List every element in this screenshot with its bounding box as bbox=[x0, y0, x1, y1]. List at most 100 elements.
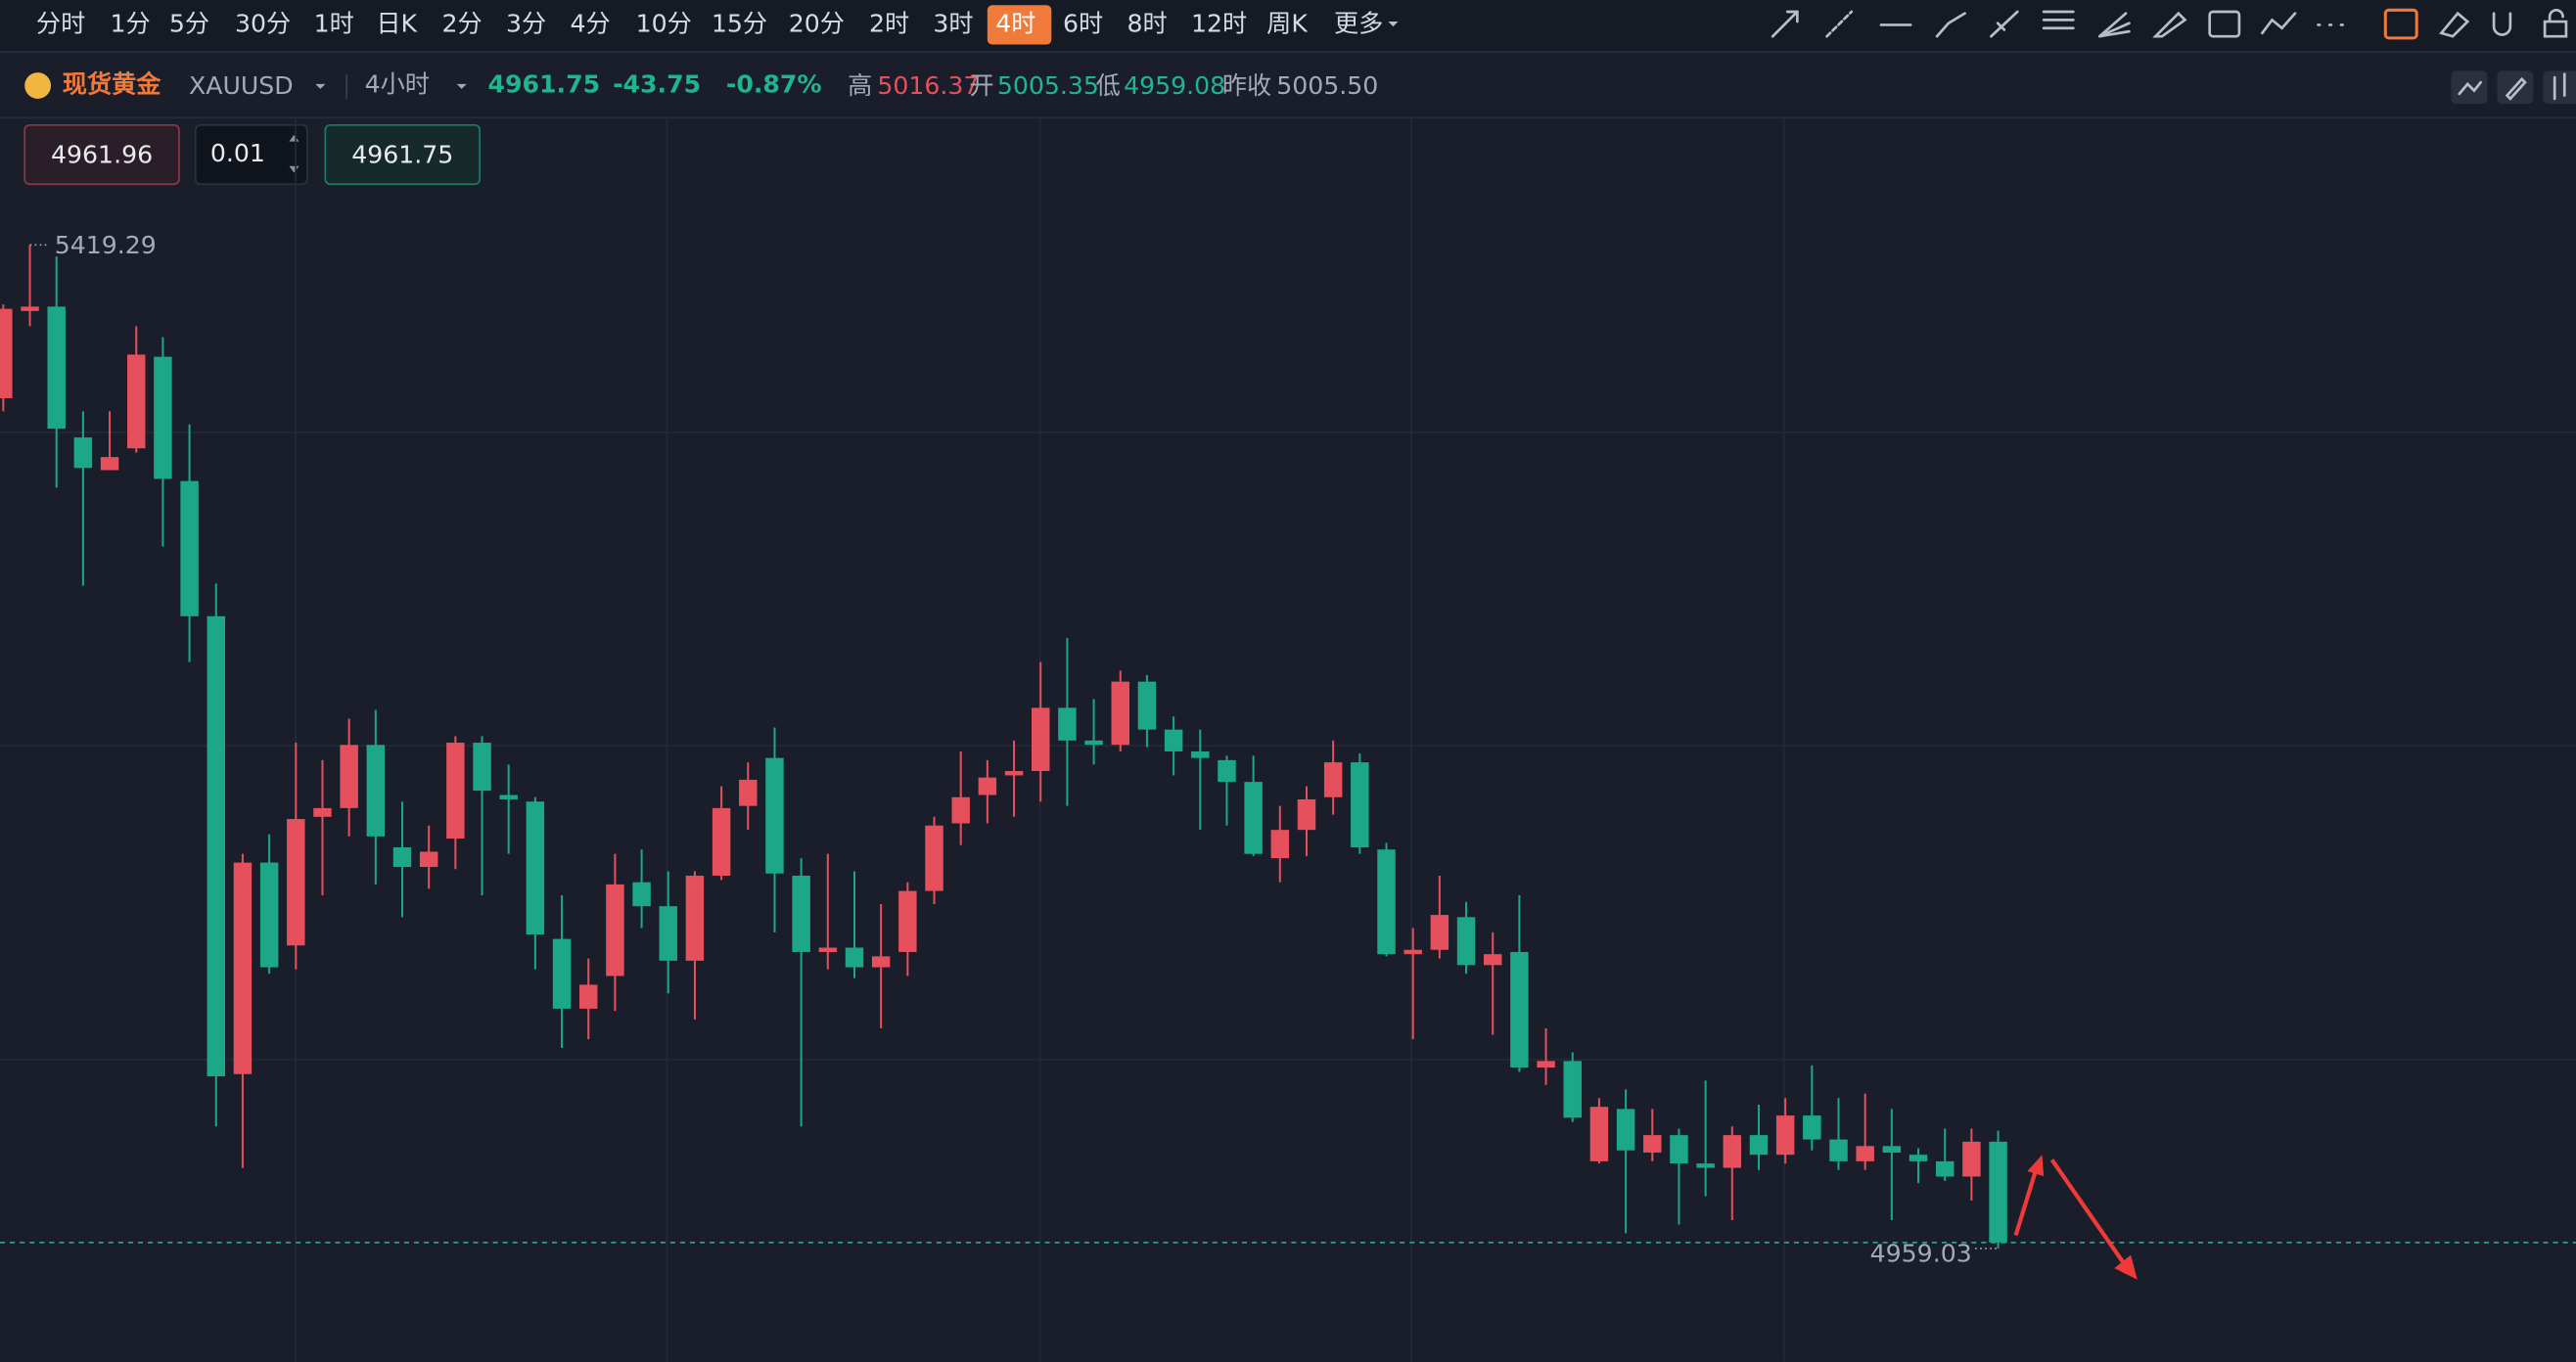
period-button[interactable]: 周K bbox=[1266, 9, 1309, 37]
open-label: 开 bbox=[969, 71, 993, 100]
candle-body bbox=[207, 615, 225, 1076]
candle-body bbox=[419, 851, 438, 868]
period-button[interactable]: 日K bbox=[376, 9, 418, 37]
period-button[interactable]: 5分 bbox=[169, 9, 209, 37]
period-select[interactable]: 4小时 bbox=[365, 70, 430, 99]
drawing-tools bbox=[1771, 8, 2568, 40]
change-pct: -0.87% bbox=[726, 70, 822, 99]
candle-body bbox=[47, 306, 66, 430]
candle-body bbox=[978, 777, 997, 795]
candle-body bbox=[1084, 740, 1103, 746]
candle-body bbox=[1377, 849, 1396, 955]
candle-body bbox=[1989, 1141, 2007, 1243]
candle-body bbox=[287, 819, 305, 946]
period-button[interactable]: 2时 bbox=[869, 9, 909, 37]
candle-body bbox=[313, 807, 332, 817]
candle-body bbox=[1563, 1061, 1582, 1118]
period-button[interactable]: 3分 bbox=[506, 9, 546, 37]
buy-price: 4961.75 bbox=[351, 141, 453, 169]
period-button[interactable]: 10分 bbox=[636, 9, 692, 37]
candle-body bbox=[392, 847, 412, 868]
tool-magnet[interactable] bbox=[2492, 12, 2512, 36]
tool-image[interactable] bbox=[2208, 10, 2241, 38]
high-annotation: 5419.29 bbox=[55, 231, 157, 259]
period-button[interactable]: 3时 bbox=[933, 9, 973, 37]
candle-body bbox=[1670, 1135, 1688, 1164]
annotation-arrows bbox=[2013, 1155, 2138, 1280]
chart-controls bbox=[2451, 70, 2576, 104]
period-button[interactable]: 4时 bbox=[995, 9, 1035, 37]
candle-body bbox=[180, 480, 199, 616]
period-button[interactable]: 2分 bbox=[442, 9, 483, 37]
period-button[interactable]: 6时 bbox=[1063, 9, 1103, 37]
candle-body bbox=[1749, 1135, 1769, 1156]
candle-body bbox=[1856, 1146, 1874, 1161]
candle-body bbox=[1430, 915, 1449, 950]
period-button[interactable]: 4分 bbox=[570, 9, 610, 37]
period-caret bbox=[456, 83, 467, 89]
candle-body bbox=[1723, 1135, 1742, 1168]
candle-body bbox=[925, 825, 943, 891]
tool-eraser[interactable] bbox=[2439, 11, 2470, 38]
candle-body bbox=[526, 801, 545, 935]
candle-body bbox=[1323, 762, 1343, 797]
candle-body bbox=[1537, 1061, 1555, 1068]
candle-body bbox=[845, 947, 864, 968]
tool-edit[interactable] bbox=[2383, 8, 2418, 40]
period-button[interactable]: 30分 bbox=[235, 9, 291, 37]
candle-body bbox=[1297, 798, 1316, 831]
candle-body bbox=[1696, 1163, 1715, 1168]
candle-body bbox=[259, 862, 279, 968]
candle-body bbox=[499, 794, 518, 799]
candle-body bbox=[1829, 1139, 1848, 1161]
symbol-code[interactable]: XAUUSD bbox=[189, 71, 294, 100]
candle-body bbox=[659, 906, 677, 961]
candle-body bbox=[1270, 830, 1290, 859]
tool-pen[interactable] bbox=[2152, 11, 2187, 38]
tool-arrow[interactable] bbox=[1771, 10, 1799, 38]
candle-body bbox=[233, 862, 253, 1074]
symbol-name: 现货黄金 bbox=[63, 70, 161, 99]
sell-button[interactable] bbox=[23, 123, 180, 186]
high-label: 高 bbox=[848, 71, 872, 100]
candle-body bbox=[632, 882, 651, 907]
period-button[interactable]: 12时 bbox=[1191, 9, 1247, 37]
candle-body bbox=[1962, 1141, 1981, 1177]
tool-fib[interactable] bbox=[2042, 10, 2075, 30]
period-button[interactable]: 20分 bbox=[789, 9, 845, 37]
gold-icon bbox=[24, 72, 52, 99]
candle-body bbox=[1589, 1107, 1609, 1161]
period-button[interactable]: 1时 bbox=[314, 9, 354, 37]
more-caret bbox=[1388, 22, 1399, 27]
tool-ray[interactable] bbox=[1825, 10, 1854, 38]
period-button[interactable]: 8时 bbox=[1127, 9, 1168, 37]
tool-segment[interactable] bbox=[1935, 12, 1966, 38]
tool-lock[interactable] bbox=[2543, 8, 2568, 38]
more-button[interactable]: 更多 bbox=[1334, 9, 1383, 37]
period-button[interactable]: 分时 bbox=[36, 9, 85, 37]
low-annotation: 4959.03 bbox=[1870, 1240, 1972, 1268]
sell-price: 4961.96 bbox=[51, 141, 153, 169]
buy-button[interactable] bbox=[324, 123, 481, 186]
candle-body bbox=[871, 956, 891, 968]
tool-wave[interactable] bbox=[2261, 12, 2297, 35]
low-label: 低 bbox=[1096, 71, 1121, 100]
period-button[interactable]: 1分 bbox=[110, 9, 150, 37]
candle-body bbox=[898, 890, 917, 952]
tool-channel[interactable] bbox=[1990, 10, 2019, 38]
tool-fan[interactable] bbox=[2097, 12, 2131, 38]
candle-body bbox=[1775, 1115, 1795, 1156]
candle-body bbox=[1004, 771, 1024, 776]
candle-body bbox=[552, 938, 572, 1009]
candle-body bbox=[0, 308, 13, 398]
qty-input[interactable] bbox=[194, 123, 308, 186]
candle-body bbox=[578, 984, 598, 1009]
candle-body bbox=[1882, 1146, 1902, 1153]
control-style[interactable] bbox=[2543, 70, 2576, 104]
candle-body bbox=[951, 796, 970, 824]
plot: 5419.29 4959.03 bbox=[0, 231, 2576, 1268]
period-button[interactable]: 15分 bbox=[712, 9, 767, 37]
